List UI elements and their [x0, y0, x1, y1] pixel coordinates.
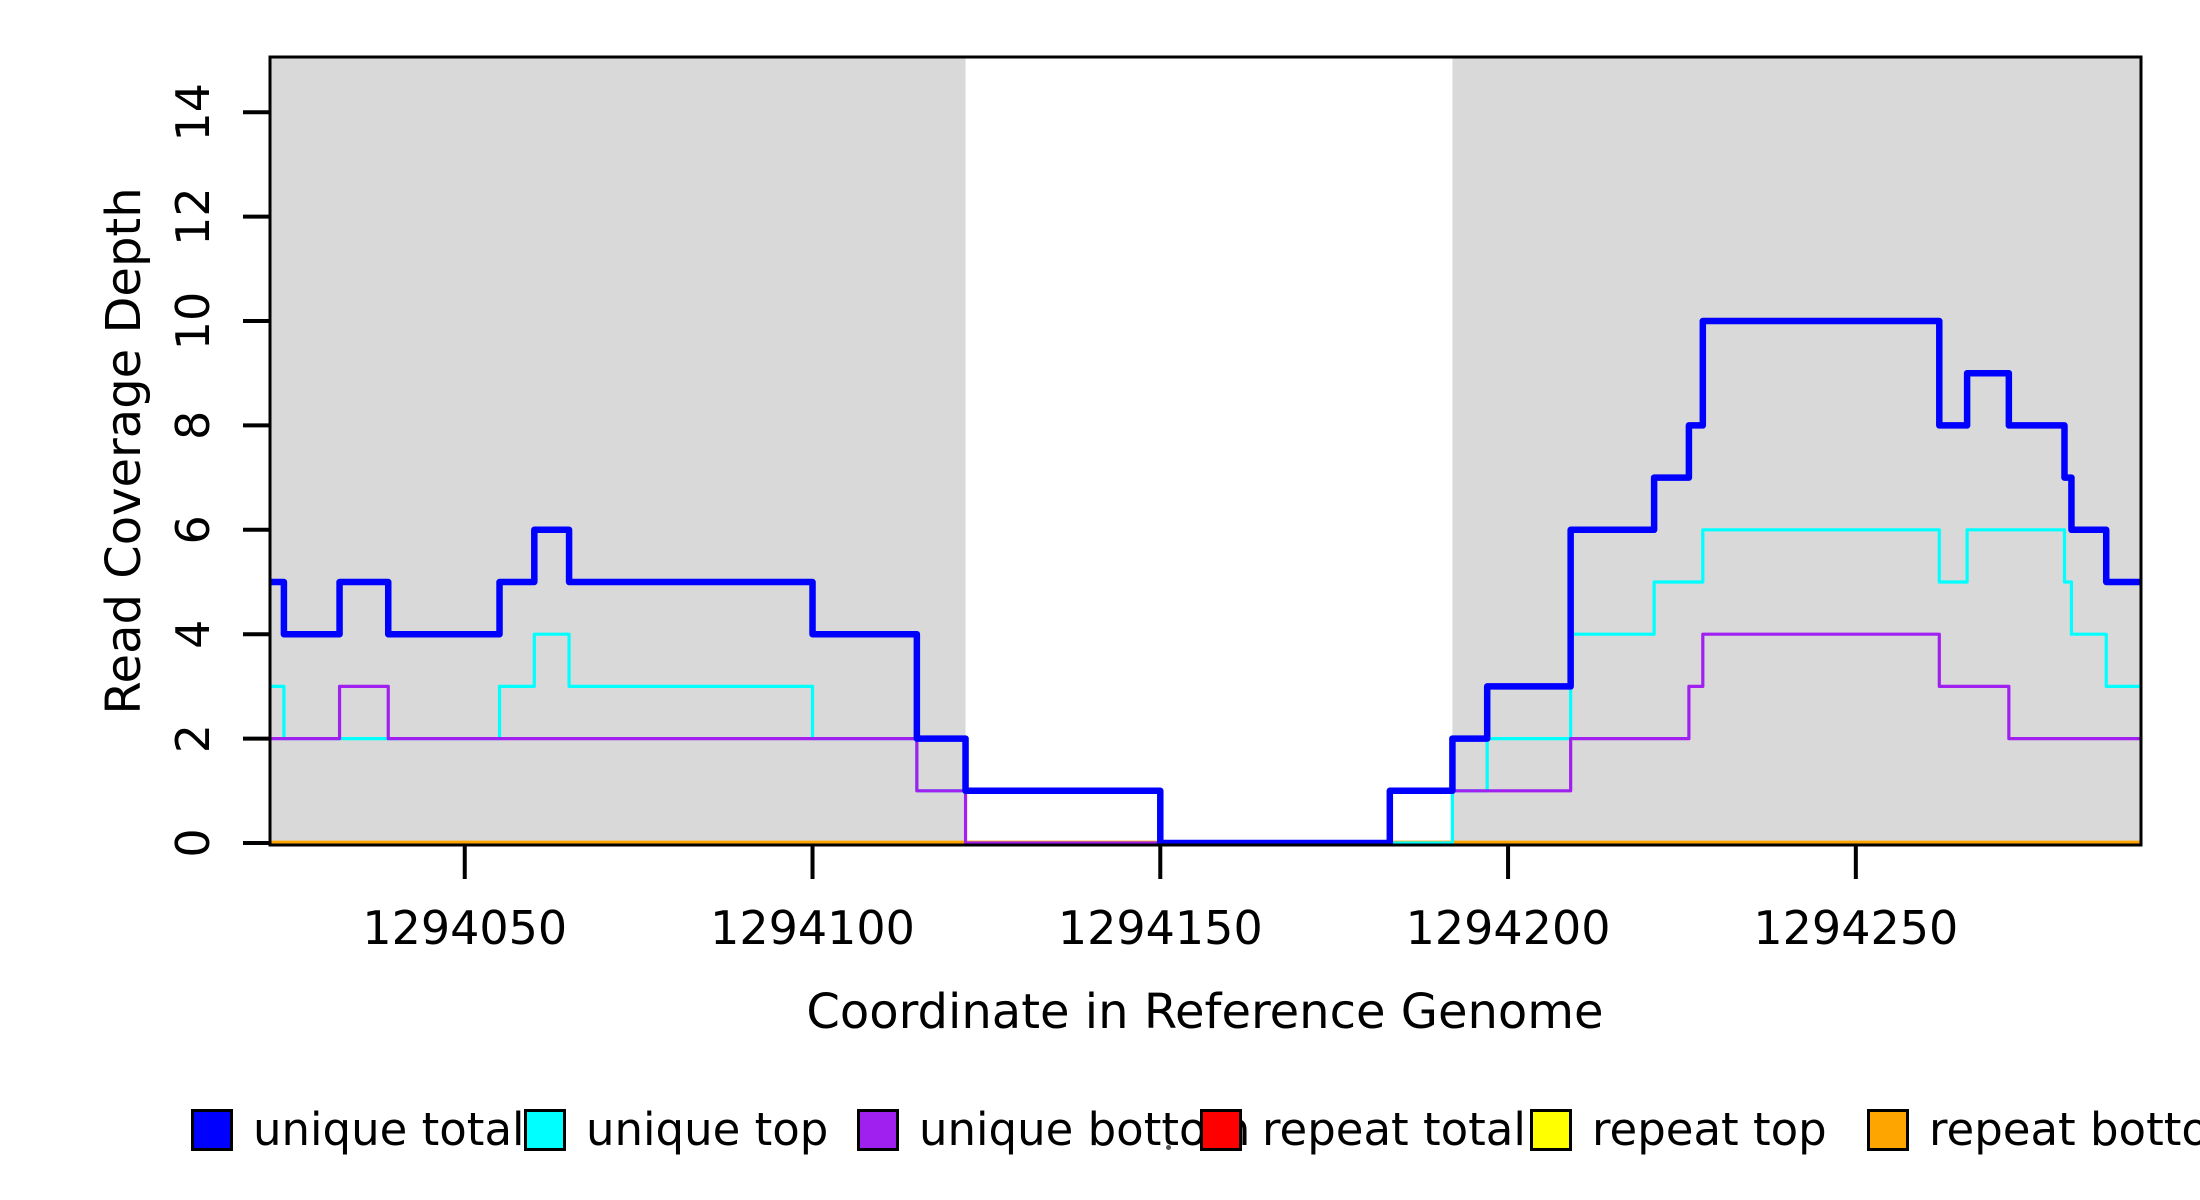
- legend-label: unique bottom: [919, 1103, 1251, 1156]
- legend-item-repeat-top: repeat top: [1530, 1103, 1827, 1156]
- x-tick-label: 1294050: [362, 901, 567, 955]
- legend-label: unique total: [253, 1103, 525, 1156]
- legend-item-unique-total: unique total: [191, 1103, 525, 1156]
- tick-labels-layer: 0 2 4 6 8 10 12 14 1294050 1294100 1294150 1294200 1…: [166, 83, 1958, 955]
- stray-dot-artifact: [1166, 1145, 1171, 1150]
- legend-swatch-repeat-top: [1530, 1109, 1572, 1151]
- legend-item-repeat-total: repeat total: [1200, 1103, 1526, 1156]
- series-line-unique-top: [270, 528, 2141, 845]
- legend-item-unique-bottom: unique bottom: [857, 1103, 1251, 1156]
- x-tick-label: 1294250: [1753, 901, 1958, 955]
- y-tick-label: 6: [166, 515, 220, 544]
- shaded-region: [1452, 57, 2141, 845]
- y-tick-label: 2: [166, 724, 220, 753]
- axes-layer: [243, 55, 2143, 879]
- plot-border-box: [268, 55, 2143, 847]
- series-lines-layer: [270, 317, 2141, 847]
- y-tick-label: 0: [166, 828, 220, 857]
- shaded-regions-layer: [270, 57, 2141, 845]
- series-line-unique-bottom: [270, 632, 2141, 845]
- legend-swatch-unique-total: [191, 1109, 233, 1151]
- y-tick-label: 8: [166, 411, 220, 440]
- legend-swatch-unique-top: [524, 1109, 566, 1151]
- x-axis-title: Coordinate in Reference Genome: [806, 984, 1603, 1040]
- legend-item-unique-top: unique top: [524, 1103, 829, 1156]
- y-axis-title: Read Coverage Depth: [96, 187, 152, 714]
- legend-label: repeat bottom: [1929, 1103, 2200, 1156]
- y-tick-label: 10: [166, 292, 220, 351]
- legend-label: repeat total: [1262, 1103, 1526, 1156]
- shaded-region: [270, 57, 966, 845]
- legend-swatch-repeat-bottom: [1867, 1109, 1909, 1151]
- y-tick-label: 14: [166, 83, 220, 142]
- legend-item-repeat-bottom: repeat bottom: [1867, 1103, 2200, 1156]
- series-line-unique-total: [270, 317, 2141, 847]
- x-tick-label: 1294200: [1406, 901, 1611, 955]
- x-tick-label: 1294100: [710, 901, 915, 955]
- legend-label: unique top: [586, 1103, 829, 1156]
- x-tick-label: 1294150: [1058, 901, 1263, 955]
- y-tick-label: 4: [166, 620, 220, 649]
- legend-label: repeat top: [1592, 1103, 1827, 1156]
- y-tick-label: 12: [166, 187, 220, 246]
- legend-swatch-unique-bottom: [857, 1109, 899, 1151]
- legend-swatch-repeat-total: [1200, 1109, 1242, 1151]
- legend: unique total unique top unique bottom repea…: [0, 1103, 2200, 1156]
